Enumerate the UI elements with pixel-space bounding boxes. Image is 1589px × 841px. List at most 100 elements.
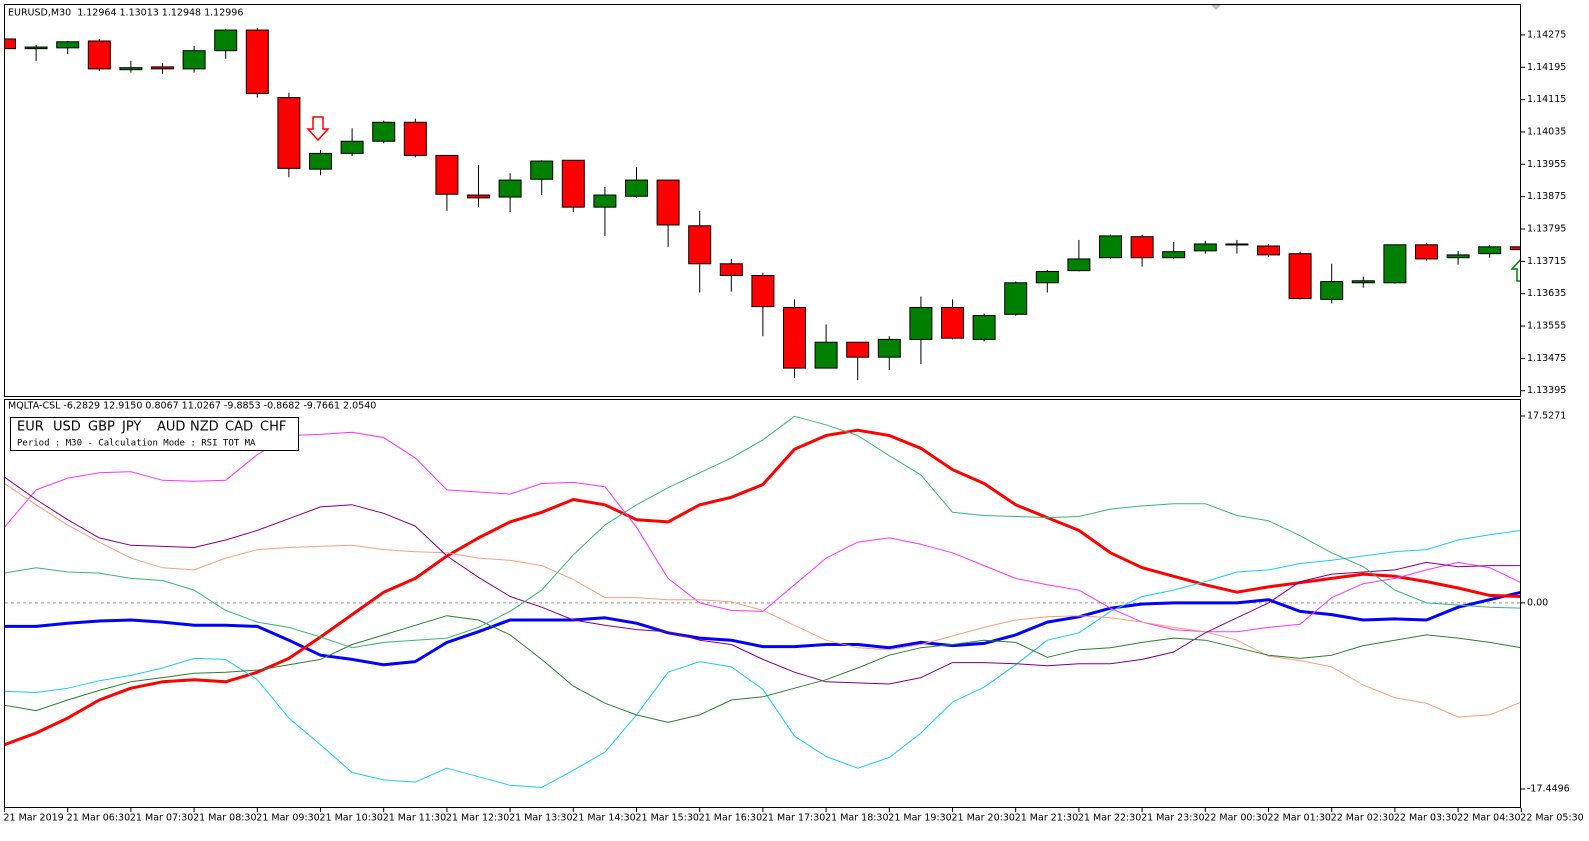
- y-tick-label: 1.13555: [1527, 321, 1566, 332]
- legend-entry: USD: [53, 420, 81, 435]
- candle-body: [1162, 251, 1186, 259]
- candle-body: [1478, 246, 1502, 255]
- x-tick-label: 21 Mar 18:30: [825, 813, 888, 824]
- x-tick-label: 21 Mar 16:30: [699, 813, 762, 824]
- candle-body: [783, 306, 806, 369]
- y-tick-label: 1.13955: [1527, 159, 1566, 170]
- currency-line: [5, 530, 1520, 788]
- y-tick-label: 1.13875: [1527, 191, 1566, 202]
- x-tick-label: 21 Mar 09:30: [256, 813, 319, 824]
- y-tick-label: 1.13475: [1527, 353, 1566, 364]
- candle-body: [941, 306, 964, 339]
- candle-body: [309, 152, 332, 170]
- candle-body: [1415, 244, 1438, 260]
- legend-entry: NZD: [190, 420, 219, 435]
- x-tick-label: 21 Mar 12:30: [446, 813, 509, 824]
- candle-body: [751, 275, 775, 308]
- currency-line: [5, 590, 1520, 667]
- currency-line: [5, 431, 1520, 633]
- currency-line: [5, 428, 1520, 747]
- candle-body: [498, 179, 522, 198]
- candle-body: [1225, 243, 1249, 246]
- candle-body: [561, 159, 585, 208]
- y-tick-label: 1.13795: [1527, 224, 1566, 235]
- x-tick-label: 22 Mar 01:30: [1268, 813, 1331, 824]
- candle-body: [530, 160, 554, 180]
- x-tick-label: 21 Mar 13:30: [509, 813, 572, 824]
- currency-line: [5, 483, 1520, 718]
- candle-body: [593, 194, 617, 208]
- x-tick-label: 21 Mar 22:30: [1078, 813, 1141, 824]
- candle-body: [214, 29, 238, 52]
- candle-body: [403, 121, 427, 156]
- candle-body: [1383, 244, 1407, 284]
- legend-entry: CAD: [225, 420, 253, 435]
- chart-title: EURUSD,M30 1.12964 1.13013 1.12948 1.129…: [8, 8, 243, 19]
- candle-body: [372, 121, 396, 142]
- shift-marker: [1211, 5, 1221, 10]
- x-tick-label: 21 Mar 14:30: [572, 813, 635, 824]
- legend-box: [10, 417, 299, 451]
- candle-body: [340, 140, 364, 154]
- candle-body: [1067, 258, 1091, 272]
- candle-body: [1099, 235, 1122, 259]
- y-tick-label: 1.13715: [1527, 256, 1566, 267]
- candle-body: [1193, 243, 1217, 252]
- candle-body: [119, 67, 143, 71]
- y-tick-label: 1.13395: [1527, 385, 1566, 396]
- x-tick-label: 21 Mar 19:30: [888, 813, 951, 824]
- y-tick-label: 1.14195: [1527, 62, 1566, 73]
- candle-body: [1446, 254, 1470, 259]
- currency-line: [5, 415, 1520, 649]
- sell-arrow: [306, 116, 330, 142]
- legend-entry: CHF: [260, 420, 286, 435]
- candle-body: [5, 38, 16, 50]
- y-tick-label: 1.14115: [1527, 94, 1566, 105]
- candle-body: [1509, 246, 1520, 251]
- y-tick-label: 0.00: [1527, 597, 1548, 608]
- buy-arrow: [1510, 259, 1520, 282]
- candle-body: [909, 306, 933, 340]
- indicator-panel: [4, 399, 1521, 808]
- legend-entry: AUD: [157, 420, 185, 435]
- candle-body: [277, 97, 301, 169]
- candle-body: [245, 29, 269, 95]
- candle-body: [1320, 281, 1344, 300]
- x-tick-label: 21 Mar 21:30: [1015, 813, 1078, 824]
- candle-body: [182, 50, 206, 70]
- indicator-plot: [5, 415, 1520, 788]
- main-panel: [4, 4, 1521, 397]
- candle-body: [625, 179, 648, 197]
- y-tick-label: 1.13635: [1527, 288, 1566, 299]
- candle-body: [972, 315, 996, 340]
- candle-body: [814, 341, 838, 369]
- legend-subtitle: Period : M30 - Calculation Mode : RSI TO…: [17, 439, 256, 449]
- x-tick-label: 21 Mar 15:30: [636, 813, 699, 824]
- y-tick-label: 1.14035: [1527, 126, 1566, 137]
- candle-body: [1035, 270, 1059, 284]
- x-tick-label: 21 Mar 07:30: [130, 813, 193, 824]
- candle-body: [1351, 280, 1375, 284]
- legend-entry: JPY: [121, 420, 141, 435]
- x-tick-label: 21 Mar 17:30: [762, 813, 825, 824]
- candle-body: [656, 179, 680, 226]
- candle-body: [24, 46, 48, 50]
- candle-body: [1130, 236, 1154, 259]
- candle-body: [1004, 282, 1028, 315]
- main-plot: [5, 28, 1520, 381]
- x-tick-label: 21 Mar 23:30: [1141, 813, 1204, 824]
- y-tick-label: 17.5271: [1527, 411, 1566, 422]
- x-tick-label: 22 Mar 00:30: [1204, 813, 1267, 824]
- y-tick-label: -17.4496: [1527, 784, 1570, 795]
- y-tick-label: 1.14275: [1527, 29, 1566, 40]
- candle-body: [719, 263, 743, 277]
- candle-body: [56, 41, 80, 49]
- candle-body: [435, 154, 459, 195]
- x-tick-label: 22 Mar 03:30: [1394, 813, 1457, 824]
- candle-body: [87, 40, 111, 70]
- x-tick-label: 22 Mar 04:30: [1457, 813, 1520, 824]
- x-tick-label: 21 Mar 2019: [4, 813, 64, 824]
- candle-body: [877, 338, 901, 358]
